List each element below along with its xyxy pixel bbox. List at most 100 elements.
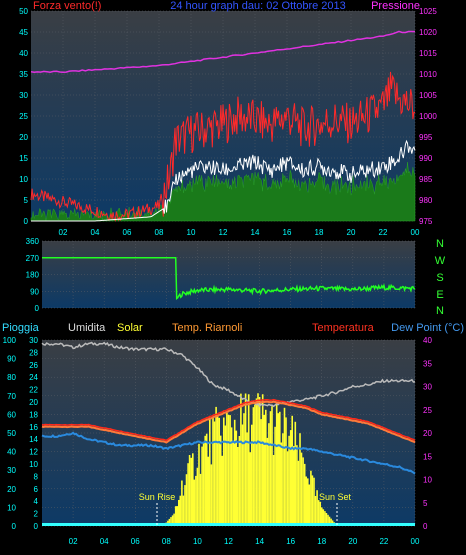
humidity-tick-label: 0: [12, 522, 17, 531]
y2-tick-label: 10: [423, 476, 432, 485]
temp-tick-label: 10: [29, 460, 38, 469]
y2-tick-label: 975: [419, 217, 433, 226]
temp-riarnoli-legend: Temp. Riarnoli: [172, 322, 242, 334]
y-tick-label: 10: [19, 175, 28, 184]
x-tick-label: 20: [348, 537, 357, 546]
y2-tick-label: 35: [423, 359, 432, 368]
x-tick-label: 18: [317, 537, 326, 546]
y2-tick-label: 0: [423, 522, 428, 531]
x-tick-label: 06: [131, 537, 140, 546]
y-tick-label: 45: [19, 28, 28, 37]
x-tick-label: 18: [315, 228, 324, 237]
y2-tick-label: 5: [423, 499, 428, 508]
y2-tick-label: 1020: [419, 28, 437, 37]
x-tick-label: 16: [286, 537, 295, 546]
y2-tick-label: 1000: [419, 112, 437, 121]
rain-legend: Pioggia: [2, 322, 40, 334]
x-tick-label: 04: [100, 537, 109, 546]
y2-tick-label: 25: [423, 406, 432, 415]
x-tick-label: 20: [347, 228, 356, 237]
temp-tick-label: 28: [29, 348, 38, 357]
compass-label: S: [436, 272, 443, 284]
humidity-tick-label: 30: [7, 466, 16, 475]
y-tick-label: 50: [19, 7, 28, 16]
humidity-tick-label: 50: [7, 429, 16, 438]
chart-date-title: 24 hour graph dau: 02 Ottobre 2013: [170, 0, 346, 12]
y-tick-label: 20: [19, 133, 28, 142]
y-tick-label: 5: [24, 196, 29, 205]
x-tick-label: 12: [219, 228, 228, 237]
y-tick-label: 0: [24, 217, 29, 226]
temp-tick-label: 6: [34, 485, 39, 494]
y-tick-label: 40: [19, 49, 28, 58]
x-tick-label: 08: [162, 537, 171, 546]
compass-label: N: [436, 238, 444, 250]
dew-point-legend: Dew Point (°C): [391, 322, 464, 334]
sun-set-label: Sun Set: [319, 492, 352, 502]
x-tick-label: 14: [251, 228, 260, 237]
y2-tick-label: 40: [423, 336, 432, 345]
x-tick-label: 12: [224, 537, 233, 546]
x-tick-label: 08: [155, 228, 164, 237]
y2-tick-label: 980: [419, 196, 433, 205]
wind-speed-title: Forza vento(!): [33, 0, 101, 12]
y-tick-label: 30: [19, 91, 28, 100]
x-tick-label: 10: [193, 537, 202, 546]
series-dew-point: [41, 431, 416, 475]
x-tick-label: 22: [379, 228, 388, 237]
humidity-tick-label: 40: [7, 448, 16, 457]
y2-tick-label: 1025: [419, 7, 437, 16]
temp-tick-label: 20: [29, 398, 38, 407]
wind-average-area: [30, 162, 416, 222]
y2-tick-label: 30: [423, 383, 432, 392]
compass-label: N: [436, 305, 444, 317]
series-wind-direction: [42, 257, 416, 301]
temperature-legend: Temperatura: [312, 322, 375, 334]
temp-tick-label: 8: [34, 472, 39, 481]
humidity-tick-label: 80: [7, 373, 16, 382]
humidity-tick-label: 90: [7, 355, 16, 364]
compass-label: W: [435, 255, 446, 267]
series-layer: [30, 30, 416, 526]
humidity-tick-label: 100: [3, 336, 17, 345]
y2-tick-label: 985: [419, 175, 433, 184]
x-tick-label: 22: [379, 537, 388, 546]
y-tick-label: 0: [35, 304, 40, 313]
series-pressure: [30, 30, 416, 74]
series-humidity: [41, 341, 416, 408]
compass-label: E: [436, 289, 443, 301]
x-tick-label: 00: [411, 537, 420, 546]
y2-tick-label: 1010: [419, 70, 437, 79]
series-solar: [164, 393, 337, 526]
temp-tick-label: 16: [29, 423, 38, 432]
y2-tick-label: 1005: [419, 91, 437, 100]
humidity-tick-label: 60: [7, 410, 16, 419]
x-tick-label: 14: [255, 537, 264, 546]
y-tick-label: 180: [26, 271, 40, 280]
text-layer: 0510152025303540455097598098599099510001…: [3, 7, 438, 546]
y2-tick-label: 995: [419, 133, 433, 142]
x-tick-label: 02: [69, 537, 78, 546]
humidity-tick-label: 20: [7, 485, 16, 494]
series-temp-riarnoli: [41, 400, 416, 444]
x-tick-label: 10: [187, 228, 196, 237]
temp-tick-label: 18: [29, 410, 38, 419]
x-tick-label: 00: [411, 228, 420, 237]
x-tick-label: 16: [283, 228, 292, 237]
temp-tick-label: 4: [34, 497, 39, 506]
x-tick-label: 06: [123, 228, 132, 237]
temp-tick-label: 2: [34, 510, 39, 519]
series-temperature: [41, 398, 416, 442]
temp-tick-label: 24: [29, 373, 38, 382]
y-tick-label: 15: [19, 154, 28, 163]
temp-tick-label: 30: [29, 336, 38, 345]
y-tick-label: 360: [26, 237, 40, 246]
y-tick-label: 270: [26, 254, 40, 263]
series-wind-speed: [30, 71, 416, 222]
x-tick-label: 04: [91, 228, 100, 237]
sun-rise-label: Sun Rise: [139, 492, 176, 502]
y-tick-label: 25: [19, 112, 28, 121]
humidity-tick-label: 70: [7, 392, 16, 401]
y2-tick-label: 15: [423, 452, 432, 461]
